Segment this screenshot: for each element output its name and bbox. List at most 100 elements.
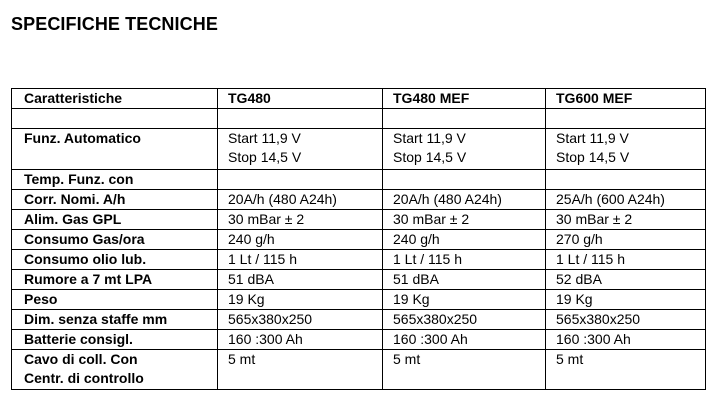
value-cell: 270 g/h [545,229,706,250]
header-cell: TG480 MEF [382,88,546,109]
table-header-row: Caratteristiche TG480 TG480 MEF TG600 ME… [11,88,706,109]
header-cell: Caratteristiche [11,88,218,109]
value-cell [545,169,706,190]
table-row: Dim. senza staffe mm 565x380x250 565x380x2… [11,309,706,330]
row-label: Temp. Funz. con [24,171,134,187]
value-cell: 30 mBar ± 2 [382,209,546,230]
row-label-cell: Cavo di coll. Con Centr. di controllo [11,349,218,390]
row-label: Rumore a 7 mt LPA [24,271,153,287]
cell-value: Start 11,9 V [228,130,301,146]
cell-value: 30 mBar ± 2 [228,211,305,227]
cell-value: 270 g/h [556,231,603,247]
row-label-cell: Temp. Funz. con [11,169,218,190]
row-label: Funz. Automatico [24,130,141,146]
row-label-cell: Dim. senza staffe mm [11,309,218,330]
value-cell: 19 Kg [545,289,706,310]
value-cell: 20A/h (480 A24h) [217,189,383,210]
row-label: Consumo Gas/ora [24,231,145,247]
value-cell: 565x380x250 [545,309,706,330]
row-label-cell: Rumore a 7 mt LPA [11,269,218,290]
value-cell: 565x380x250 [382,309,546,330]
value-cell: 5 mt [217,349,383,390]
value-cell: 30 mBar ± 2 [545,209,706,230]
cell-value: 52 dBA [556,271,602,287]
row-label-cell: Funz. Automatico [11,128,218,170]
value-cell: 160 :300 Ah [545,329,706,350]
value-cell: 19 Kg [217,289,383,310]
page-title: SPECIFICHE TECNICHE [11,14,218,34]
cell-value: 30 mBar ± 2 [393,211,470,227]
value-cell: 5 mt [382,349,546,390]
cell-value: 5 mt [228,351,256,367]
value-cell [382,108,546,129]
cell-value: 51 dBA [228,271,274,287]
value-cell: 240 g/h [382,229,546,250]
value-cell: 240 g/h [217,229,383,250]
cell-value: 19 Kg [393,291,430,307]
table-row: Alim. Gas GPL 30 mBar ± 2 30 mBar ± 2 30 mB… [11,209,706,230]
cell-value: 160 :300 Ah [228,331,303,347]
cell-value: Start 11,9 V [393,130,466,146]
value-cell: 160 :300 Ah [382,329,546,350]
cell-value: Start 11,9 V [556,130,629,146]
value-cell: Start 11,9 V Stop 14,5 V [217,128,383,170]
value-cell: Start 11,9 V Stop 14,5 V [545,128,706,170]
row-label-cell: Consumo olio lub. [11,249,218,270]
row-label: Peso [24,291,58,307]
cell-value: Stop 14,5 V [393,149,467,165]
value-cell: 51 dBA [217,269,383,290]
row-label: Consumo olio lub. [24,251,147,267]
value-cell [217,108,383,129]
value-cell: 1 Lt / 115 h [217,249,383,270]
cell-value: 20A/h (480 A24h) [393,191,502,207]
value-cell: 565x380x250 [217,309,383,330]
cell-value: 565x380x250 [556,311,641,327]
value-cell: 52 dBA [545,269,706,290]
cell-value: Stop 14,5 V [556,149,630,165]
specs-table: Caratteristiche TG480 TG480 MEF TG600 ME… [11,88,706,390]
row-label: Corr. Nomi. A/h [24,191,126,207]
row-label: Batterie consigl. [24,331,133,347]
table-row: Temp. Funz. con [11,169,706,190]
table-row: Rumore a 7 mt LPA 51 dBA 51 dBA 52 dBA [11,269,706,290]
cell-value: 1 Lt / 115 h [228,251,298,267]
header-cell: TG480 [217,88,383,109]
row-label-cell: Peso [11,289,218,310]
cell-value: 565x380x250 [393,311,478,327]
value-cell: 25A/h (600 A24h) [545,189,706,210]
cell-value: 25A/h (600 A24h) [556,191,665,207]
value-cell: 51 dBA [382,269,546,290]
row-label: Alim. Gas GPL [24,211,122,227]
cell-value: 160 :300 Ah [393,331,468,347]
value-cell: 20A/h (480 A24h) [382,189,546,210]
row-label-cell: Consumo Gas/ora [11,229,218,250]
value-cell: 1 Lt / 115 h [545,249,706,270]
row-label-cell: Corr. Nomi. A/h [11,189,218,210]
header-cell: TG600 MEF [545,88,706,109]
cell-value: 565x380x250 [228,311,313,327]
cell-value: 240 g/h [228,231,275,247]
value-cell: 1 Lt / 115 h [382,249,546,270]
cell-value: 5 mt [556,351,584,367]
value-cell: 160 :300 Ah [217,329,383,350]
cell-value: 1 Lt / 115 h [393,251,463,267]
row-label: Centr. di controllo [24,370,144,386]
value-cell: 19 Kg [382,289,546,310]
table-row: Batterie consigl. 160 :300 Ah 160 :300 Ah 1… [11,329,706,350]
value-cell: 30 mBar ± 2 [217,209,383,230]
table-row: Corr. Nomi. A/h 20A/h (480 A24h) 20A/h (48… [11,189,706,210]
cell-value: 51 dBA [393,271,439,287]
cell-value: 160 :300 Ah [556,331,631,347]
cell-value: Stop 14,5 V [228,149,302,165]
value-cell [545,108,706,129]
row-label-cell [11,108,218,129]
row-label: Cavo di coll. Con [24,351,138,367]
value-cell: Start 11,9 V Stop 14,5 V [382,128,546,170]
cell-value: 19 Kg [228,291,265,307]
table-row: Peso 19 Kg 19 Kg 19 Kg [11,289,706,310]
table-row [11,108,706,129]
cell-value: 5 mt [393,351,421,367]
cell-value: 20A/h (480 A24h) [228,191,337,207]
cell-value: 240 g/h [393,231,440,247]
